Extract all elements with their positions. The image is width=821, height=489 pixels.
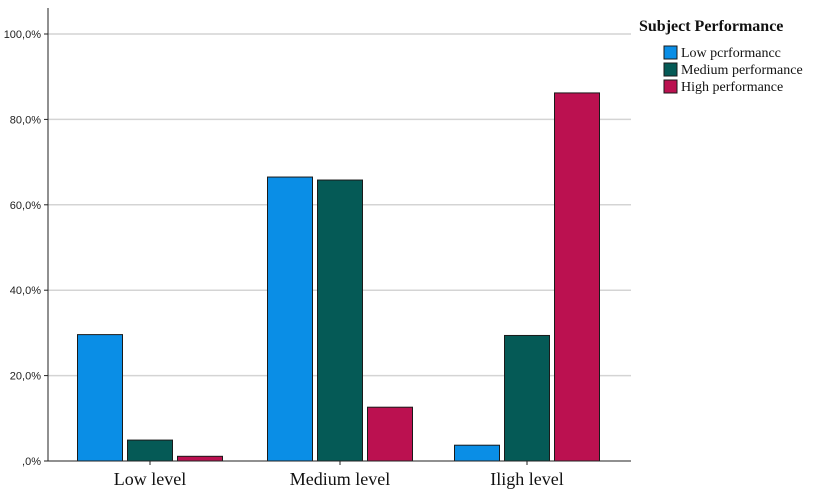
bars	[77, 92, 600, 462]
y-axis-ticks: 100,0% 80,0% 60,0% 40,0% 20,0% ,0%	[4, 29, 48, 468]
legend-label: Low pcrformancc	[681, 46, 781, 61]
x-tick-label: Low level	[114, 469, 186, 489]
bar	[504, 334, 550, 462]
legend-swatch	[663, 62, 678, 77]
y-tick-label: 100,0%	[4, 29, 42, 41]
y-tick-label: 20,0%	[10, 371, 41, 383]
y-tick-label: 80,0%	[10, 114, 41, 126]
legend-label: Medium performance	[681, 63, 803, 78]
bar	[267, 176, 313, 462]
x-axis-labels: Low level Medium level Iligh level	[114, 461, 564, 489]
bar	[367, 406, 413, 462]
bar	[127, 439, 173, 462]
legend-label: High performance	[681, 80, 783, 95]
bar	[77, 334, 123, 462]
x-tick-label: Iligh level	[490, 469, 563, 489]
legend-title: Subject Performance	[639, 18, 783, 35]
bar	[177, 455, 223, 462]
legend-swatch	[663, 79, 678, 94]
bar	[554, 92, 600, 462]
legend-swatch	[663, 45, 678, 60]
y-tick-label: 60,0%	[10, 200, 41, 212]
x-tick-label: Medium level	[290, 469, 390, 489]
y-tick-label: 40,0%	[10, 285, 41, 297]
legend: Subject Performance Low pcrformancc Mediu…	[639, 18, 803, 95]
bar	[317, 179, 363, 462]
bar	[454, 444, 500, 462]
y-tick-label: ,0%	[22, 456, 41, 468]
